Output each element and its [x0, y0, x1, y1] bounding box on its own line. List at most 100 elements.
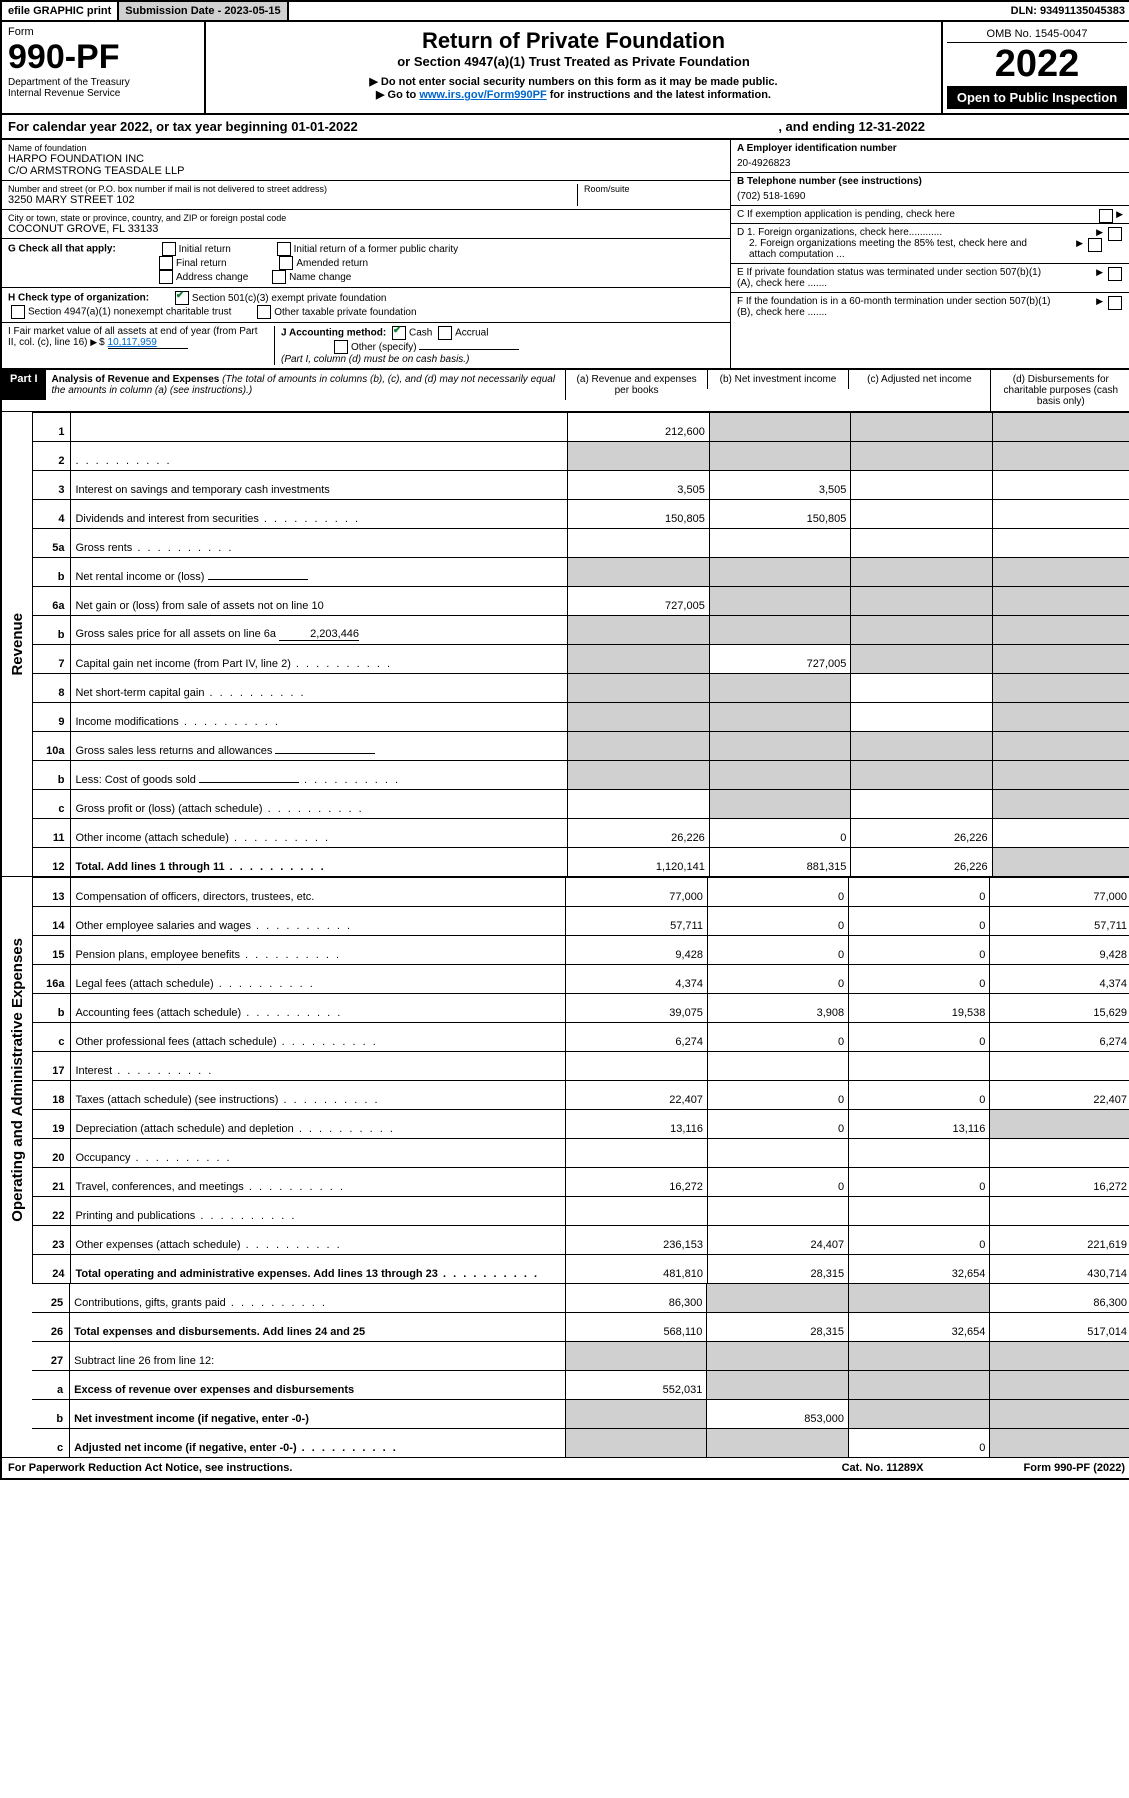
amount-cell: [992, 587, 1129, 616]
amount-cell: 3,908: [707, 994, 848, 1023]
chk-final-return[interactable]: [159, 256, 173, 270]
amount-cell: [990, 1110, 1129, 1139]
amount-cell: [565, 1342, 707, 1371]
c-label: C If exemption application is pending, c…: [737, 209, 955, 220]
amount-cell: [992, 848, 1129, 877]
amount-cell: [851, 558, 992, 587]
h-label: H Check type of organization:: [8, 293, 149, 304]
amount-cell: 568,110: [565, 1313, 707, 1342]
info-right: A Employer identification number 20-4926…: [730, 140, 1129, 368]
table-row: 18Taxes (attach schedule) (see instructi…: [33, 1081, 1129, 1110]
chk-cash[interactable]: [392, 326, 406, 340]
chk-f[interactable]: [1108, 296, 1122, 310]
chk-501c3[interactable]: [175, 291, 189, 305]
amount-cell: [709, 413, 851, 442]
table-row: 15Pension plans, employee benefits9,4280…: [33, 936, 1129, 965]
chk-d1[interactable]: [1108, 227, 1122, 241]
table-row: cAdjusted net income (if negative, enter…: [32, 1429, 1129, 1458]
box-d: D 1. Foreign organizations, check here..…: [731, 224, 1129, 264]
line-number: 26: [32, 1313, 70, 1342]
chk-initial-return[interactable]: [162, 242, 176, 256]
chk-name-change[interactable]: [272, 270, 286, 284]
amount-cell: 0: [849, 1023, 990, 1052]
box-e: E If private foundation status was termi…: [731, 264, 1129, 293]
amount-cell: [849, 1197, 990, 1226]
table-row: bNet rental income or (loss): [33, 558, 1129, 587]
foundation-name2: C/O ARMSTRONG TEASDALE LLP: [8, 165, 724, 177]
expenses-table: 13Compensation of officers, directors, t…: [33, 877, 1129, 1283]
line-desc: [71, 413, 567, 442]
amount-cell: 26,226: [567, 819, 709, 848]
amount-cell: [851, 616, 992, 645]
amount-cell: [709, 442, 851, 471]
amount-cell: 22,407: [566, 1081, 708, 1110]
amount-cell: 6,274: [990, 1023, 1129, 1052]
addr-label: Number and street (or P.O. box number if…: [8, 184, 577, 194]
amount-cell: 4,374: [990, 965, 1129, 994]
amount-cell: [851, 645, 992, 674]
line-desc: Excess of revenue over expenses and disb…: [70, 1371, 566, 1400]
amount-cell: [567, 442, 709, 471]
line-number: c: [33, 790, 71, 819]
amount-cell: [849, 1371, 990, 1400]
amount-cell: 13,116: [566, 1110, 708, 1139]
chk-other-method[interactable]: [334, 340, 348, 354]
amount-cell: [992, 819, 1129, 848]
part1-title: Analysis of Revenue and Expenses: [52, 374, 220, 385]
line-desc: Adjusted net income (if negative, enter …: [70, 1429, 566, 1458]
part1-desc: Analysis of Revenue and Expenses (The to…: [46, 370, 566, 400]
amount-cell: 26,226: [851, 819, 992, 848]
table-row: 5aGross rents: [33, 529, 1129, 558]
amount-cell: [567, 703, 709, 732]
line-desc: [71, 442, 567, 471]
amount-cell: [567, 616, 709, 645]
chk-other-taxable[interactable]: [257, 305, 271, 319]
instructions-link[interactable]: www.irs.gov/Form990PF: [419, 89, 546, 101]
amount-cell: [709, 703, 851, 732]
amount-cell: 86,300: [990, 1284, 1129, 1313]
col-c-hdr: (c) Adjusted net income: [848, 370, 989, 389]
line-number: b: [32, 1400, 70, 1429]
chk-address-change[interactable]: [159, 270, 173, 284]
line-number: 5a: [33, 529, 71, 558]
amount-cell: [990, 1052, 1129, 1081]
note2-pre: ▶ Go to: [376, 89, 419, 101]
amount-cell: [851, 500, 992, 529]
foundation-name1: HARPO FOUNDATION INC: [8, 153, 724, 165]
chk-initial-former[interactable]: [277, 242, 291, 256]
chk-amended[interactable]: [279, 256, 293, 270]
amount-cell: [992, 558, 1129, 587]
foundation-name-cell: Name of foundation HARPO FOUNDATION INC …: [2, 140, 730, 181]
line-desc: Net short-term capital gain: [71, 674, 567, 703]
line-desc: Contributions, gifts, grants paid: [70, 1284, 566, 1313]
chk-d2[interactable]: [1088, 238, 1102, 252]
line-number: 8: [33, 674, 71, 703]
amount-cell: 57,711: [566, 907, 708, 936]
table-row: 6aNet gain or (loss) from sale of assets…: [33, 587, 1129, 616]
amount-cell: 0: [707, 936, 848, 965]
line-desc: Other employee salaries and wages: [71, 907, 566, 936]
fmv-link[interactable]: 10,117,959: [108, 337, 188, 349]
amount-cell: 0: [707, 907, 848, 936]
room-label: Room/suite: [584, 184, 724, 194]
amount-cell: 28,315: [707, 1255, 848, 1284]
chk-c[interactable]: [1099, 209, 1113, 223]
table-row: 7Capital gain net income (from Part IV, …: [33, 645, 1129, 674]
amount-cell: [707, 1139, 848, 1168]
dept: Department of the Treasury: [8, 77, 198, 88]
amount-cell: 150,805: [709, 500, 851, 529]
amount-cell: [992, 616, 1129, 645]
table-row: 20Occupancy: [33, 1139, 1129, 1168]
line-desc: Printing and publications: [71, 1197, 566, 1226]
net-table: 25Contributions, gifts, grants paid86,30…: [32, 1283, 1129, 1457]
name-label: Name of foundation: [8, 143, 724, 153]
table-row: 22Printing and publications: [33, 1197, 1129, 1226]
amount-cell: [707, 1342, 849, 1371]
amount-cell: [849, 1284, 990, 1313]
chk-accrual[interactable]: [438, 326, 452, 340]
table-row: 2: [33, 442, 1129, 471]
table-row: 26Total expenses and disbursements. Add …: [32, 1313, 1129, 1342]
chk-e[interactable]: [1108, 267, 1122, 281]
amount-cell: 77,000: [566, 878, 708, 907]
chk-4947a1[interactable]: [11, 305, 25, 319]
